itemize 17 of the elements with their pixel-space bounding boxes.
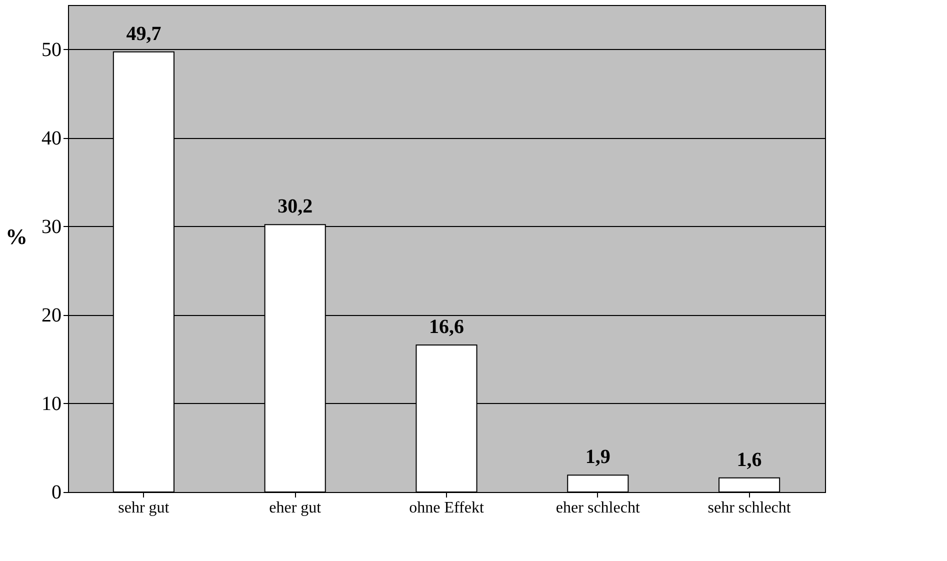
y-tick-label: 40 xyxy=(42,127,62,150)
x-tick-label: eher gut xyxy=(269,500,322,516)
data-label: 1,9 xyxy=(585,446,610,468)
y-tick-label: 20 xyxy=(42,304,62,326)
x-tick-label: ohne Effekt xyxy=(409,500,484,516)
x-tick-label: sehr gut xyxy=(118,500,170,516)
x-tick-label: sehr schlecht xyxy=(708,500,792,516)
x-tick-label: eher schlecht xyxy=(556,500,640,516)
y-tick-label: 30 xyxy=(42,216,62,238)
data-label: 30,2 xyxy=(278,196,313,218)
y-tick-label: 0 xyxy=(52,482,62,504)
data-label: 1,6 xyxy=(736,448,762,471)
y-axis-title: % xyxy=(6,224,28,249)
y-tick-label: 50 xyxy=(42,38,62,61)
data-label: 49,7 xyxy=(126,22,162,45)
y-tick-label: 10 xyxy=(42,392,62,415)
data-label: 16,6 xyxy=(429,316,464,338)
